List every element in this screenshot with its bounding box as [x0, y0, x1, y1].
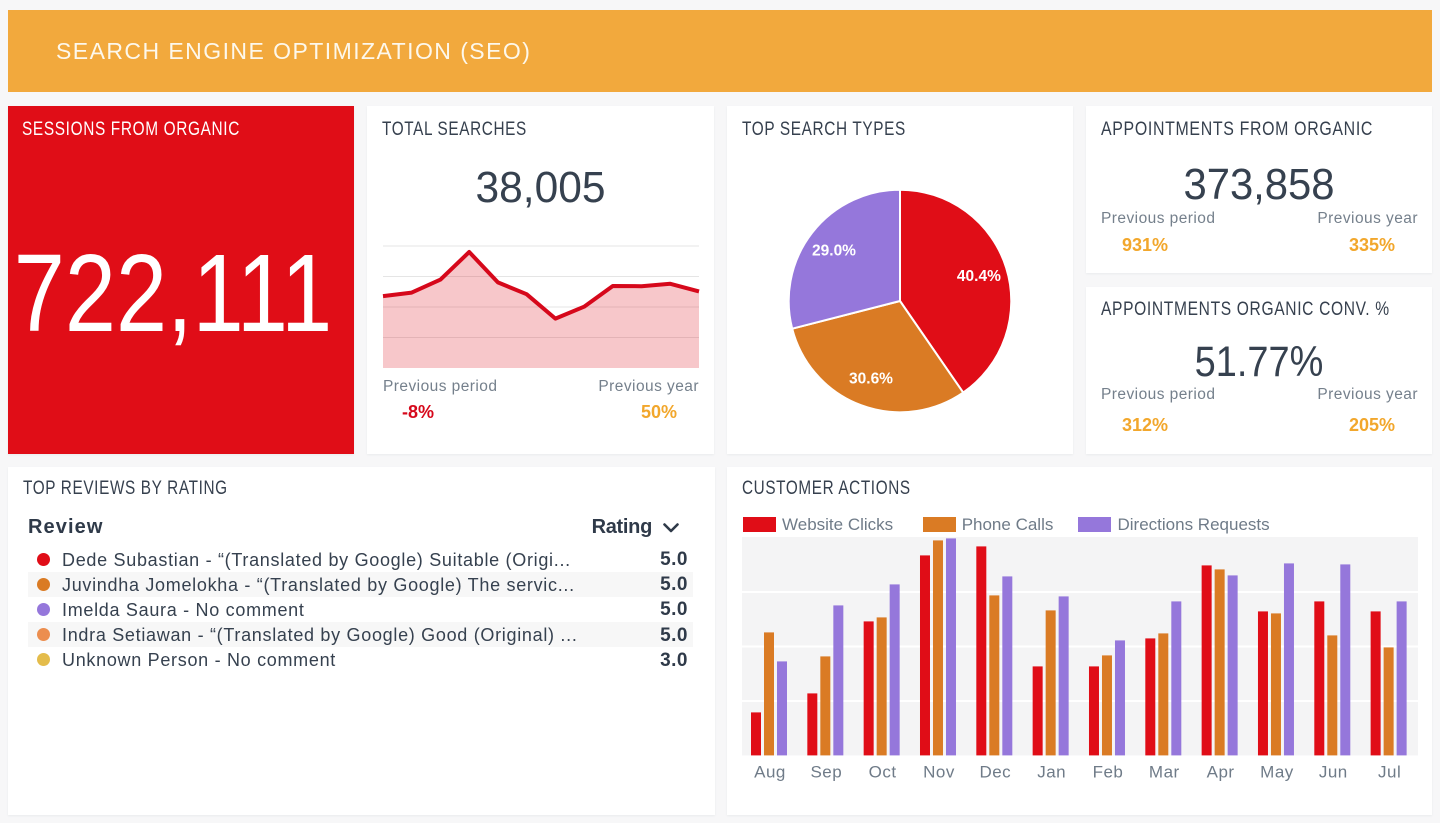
svg-text:Mar: Mar [1149, 763, 1180, 782]
svg-text:Sep: Sep [810, 763, 842, 782]
svg-text:30.6%: 30.6% [849, 371, 893, 388]
svg-text:Jun: Jun [1319, 763, 1348, 782]
svg-text:Apr: Apr [1207, 763, 1235, 782]
svg-text:29.0%: 29.0% [812, 243, 856, 260]
svg-text:Oct: Oct [869, 763, 897, 782]
svg-text:Nov: Nov [923, 763, 955, 782]
svg-text:Jul: Jul [1378, 763, 1401, 782]
svg-text:May: May [1260, 763, 1294, 782]
svg-text:Feb: Feb [1093, 763, 1124, 782]
svg-text:Dec: Dec [979, 763, 1011, 782]
svg-text:Jan: Jan [1037, 763, 1066, 782]
svg-text:Aug: Aug [754, 763, 786, 782]
svg-text:40.4%: 40.4% [957, 268, 1001, 285]
